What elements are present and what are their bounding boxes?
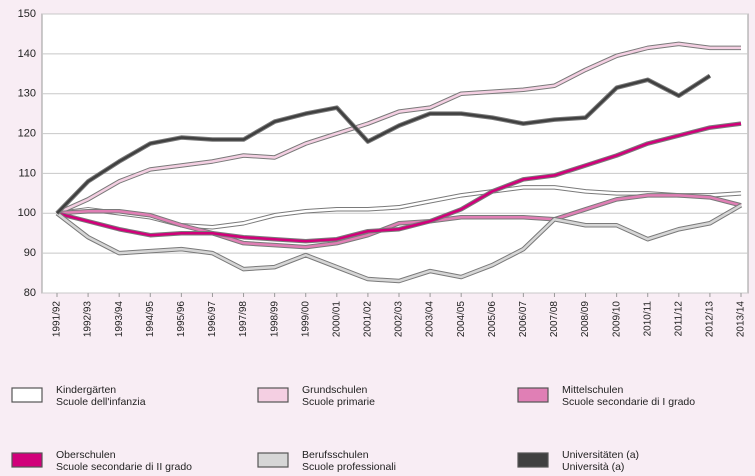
- y-tick-label: 120: [18, 127, 36, 139]
- x-tick-label: 2002/03: [394, 301, 405, 338]
- legend-label: Scuole primarie: [302, 396, 375, 408]
- x-tick-label: 2013/14: [736, 301, 747, 338]
- legend-swatch: [257, 452, 289, 468]
- x-tick-label: 1998/99: [269, 301, 280, 338]
- legend-label: Grundschulen: [302, 384, 368, 396]
- x-tick-label: 2005/06: [487, 301, 498, 338]
- y-tick-label: 150: [18, 8, 36, 20]
- y-tick-label: 100: [18, 207, 36, 219]
- x-tick-label: 2006/07: [518, 301, 529, 338]
- legend-swatch: [11, 452, 43, 468]
- line: [56, 74, 711, 215]
- y-tick-label: 80: [24, 287, 36, 299]
- line: [56, 194, 742, 249]
- legend-label: Kindergärten: [56, 384, 116, 396]
- line: [56, 122, 742, 243]
- legend-swatch: [517, 452, 549, 468]
- legend-label: Scuole secondarie di I grado: [562, 396, 695, 408]
- x-tick-label: 2000/01: [331, 301, 342, 338]
- legend-label: Universitäten (a): [562, 449, 639, 461]
- x-tick-label: 2011/12: [673, 301, 684, 337]
- x-tick-label: 1996/97: [207, 301, 218, 338]
- y-tick-label: 130: [18, 88, 36, 100]
- y-tick-label: 140: [18, 48, 36, 60]
- legend-label: Scuole professionali: [302, 461, 396, 473]
- x-tick-label: 2001/02: [363, 301, 374, 338]
- x-tick-label: 2010/11: [642, 301, 653, 337]
- legend-label: Berufsschulen: [302, 449, 369, 461]
- x-tick-label: 1993/94: [114, 301, 125, 338]
- line: [56, 42, 741, 215]
- x-tick-label: 1997/98: [238, 301, 249, 338]
- y-tick-label: 110: [18, 167, 36, 179]
- plot-area: [41, 13, 749, 294]
- legend-swatch: [11, 387, 43, 403]
- y-tick-label: 90: [24, 247, 36, 259]
- legend-label: Scuole dell'infanzia: [56, 396, 146, 408]
- x-tick-label: 2004/05: [456, 301, 467, 338]
- x-tick-label: 2003/04: [425, 301, 436, 338]
- legend-label: Mittelschulen: [562, 384, 623, 396]
- x-tick-label: 2012/13: [705, 301, 716, 338]
- legend-swatch: [517, 387, 549, 403]
- x-tick-label: 2007/08: [549, 301, 560, 338]
- legend-swatch: [257, 387, 289, 403]
- legend-label: Oberschulen: [56, 449, 116, 461]
- legend-label: Università (a): [562, 461, 624, 473]
- x-tick-label: 1992/93: [83, 301, 94, 338]
- legend-label: Scuole secondarie di II grado: [56, 461, 192, 473]
- x-tick-label: 1994/95: [145, 301, 156, 338]
- x-tick-label: 2008/09: [580, 301, 591, 338]
- x-tick-label: 1995/96: [176, 301, 187, 338]
- x-tick-label: 1991/92: [52, 301, 63, 338]
- line: [56, 204, 742, 283]
- x-tick-label: 1999/00: [300, 301, 311, 338]
- x-tick-label: 2009/10: [611, 301, 622, 338]
